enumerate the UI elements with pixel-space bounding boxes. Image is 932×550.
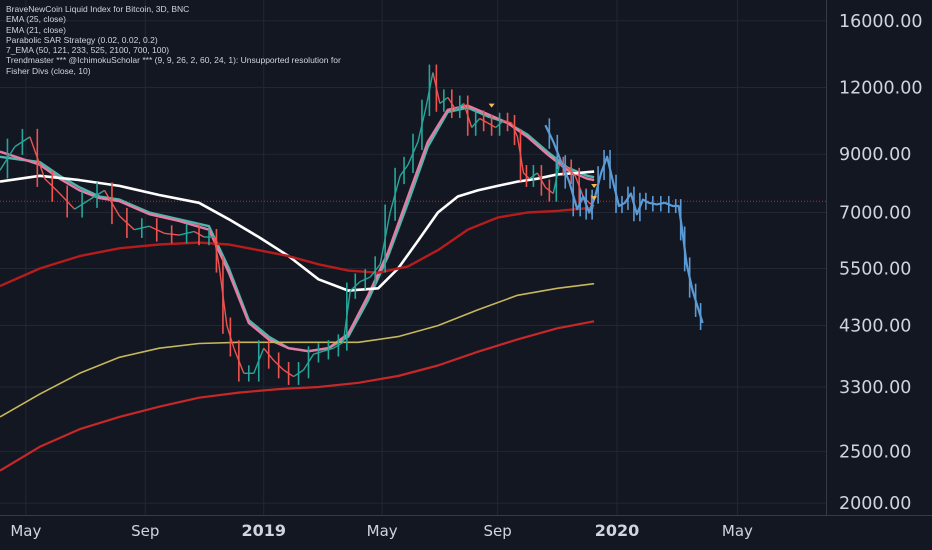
series-layer: [0, 64, 704, 472]
price-tick-label: 2500.00: [839, 442, 911, 462]
price-tick-label: 3300.00: [839, 378, 911, 398]
ema-21-line: [0, 104, 595, 353]
price-axis[interactable]: 16000.00 12000.00 9000.00 7000.00 5500.00 430…: [839, 12, 923, 514]
ema-red-line: [0, 206, 595, 288]
price-tick-label: 7000.00: [839, 204, 911, 224]
time-axis[interactable]: May Sep 2019 May Sep 2020 May: [10, 521, 753, 540]
indicator-legend: BraveNewCoin Liquid Index for Bitcoin, 3…: [6, 4, 341, 76]
price-tick-label: 5500.00: [839, 259, 911, 279]
price-tick-label: 16000.00: [839, 12, 923, 32]
time-tick-label: Sep: [483, 522, 511, 540]
price-tick-label: 9000.00: [839, 145, 911, 165]
price-tick-label: 2000.00: [839, 494, 911, 514]
sar-marker: [488, 103, 495, 108]
time-tick-label: May: [10, 522, 41, 540]
ema-yellow-line: [0, 282, 595, 418]
legend-trendmaster[interactable]: Trendmaster *** @IchimokuScholar *** (9,…: [6, 55, 341, 66]
time-tick-label: 2020: [595, 521, 640, 540]
legend-7-ema[interactable]: 7_EMA (50, 121, 233, 525, 2100, 700, 100…: [6, 45, 170, 56]
time-tick-label: 2019: [241, 521, 286, 540]
time-tick-label: May: [367, 522, 398, 540]
price-tick-label: 12000.00: [839, 79, 923, 99]
ema-darkred-line: [0, 320, 595, 472]
sar-marker: [591, 183, 598, 188]
legend-ema-21[interactable]: EMA (21, close): [6, 24, 66, 35]
ema-white-line: [0, 170, 595, 292]
legend-ema-25[interactable]: EMA (25, close): [6, 14, 66, 25]
sar-markers: [488, 103, 598, 201]
projection-line: [544, 124, 704, 324]
ema-25-line: [0, 106, 595, 353]
time-tick-label: May: [722, 522, 753, 540]
grid: [0, 0, 932, 516]
time-tick-label: Sep: [131, 522, 159, 540]
legend-parabolic-sar[interactable]: Parabolic SAR Strategy (0.02, 0.02, 0.2): [6, 34, 158, 45]
legend-title[interactable]: BraveNewCoin Liquid Index for Bitcoin, 3…: [6, 4, 190, 14]
price-tick-label: 4300.00: [839, 317, 911, 337]
sar-marker: [591, 196, 598, 201]
legend-fisher-divs[interactable]: Fisher Divs (close, 10): [6, 65, 91, 76]
